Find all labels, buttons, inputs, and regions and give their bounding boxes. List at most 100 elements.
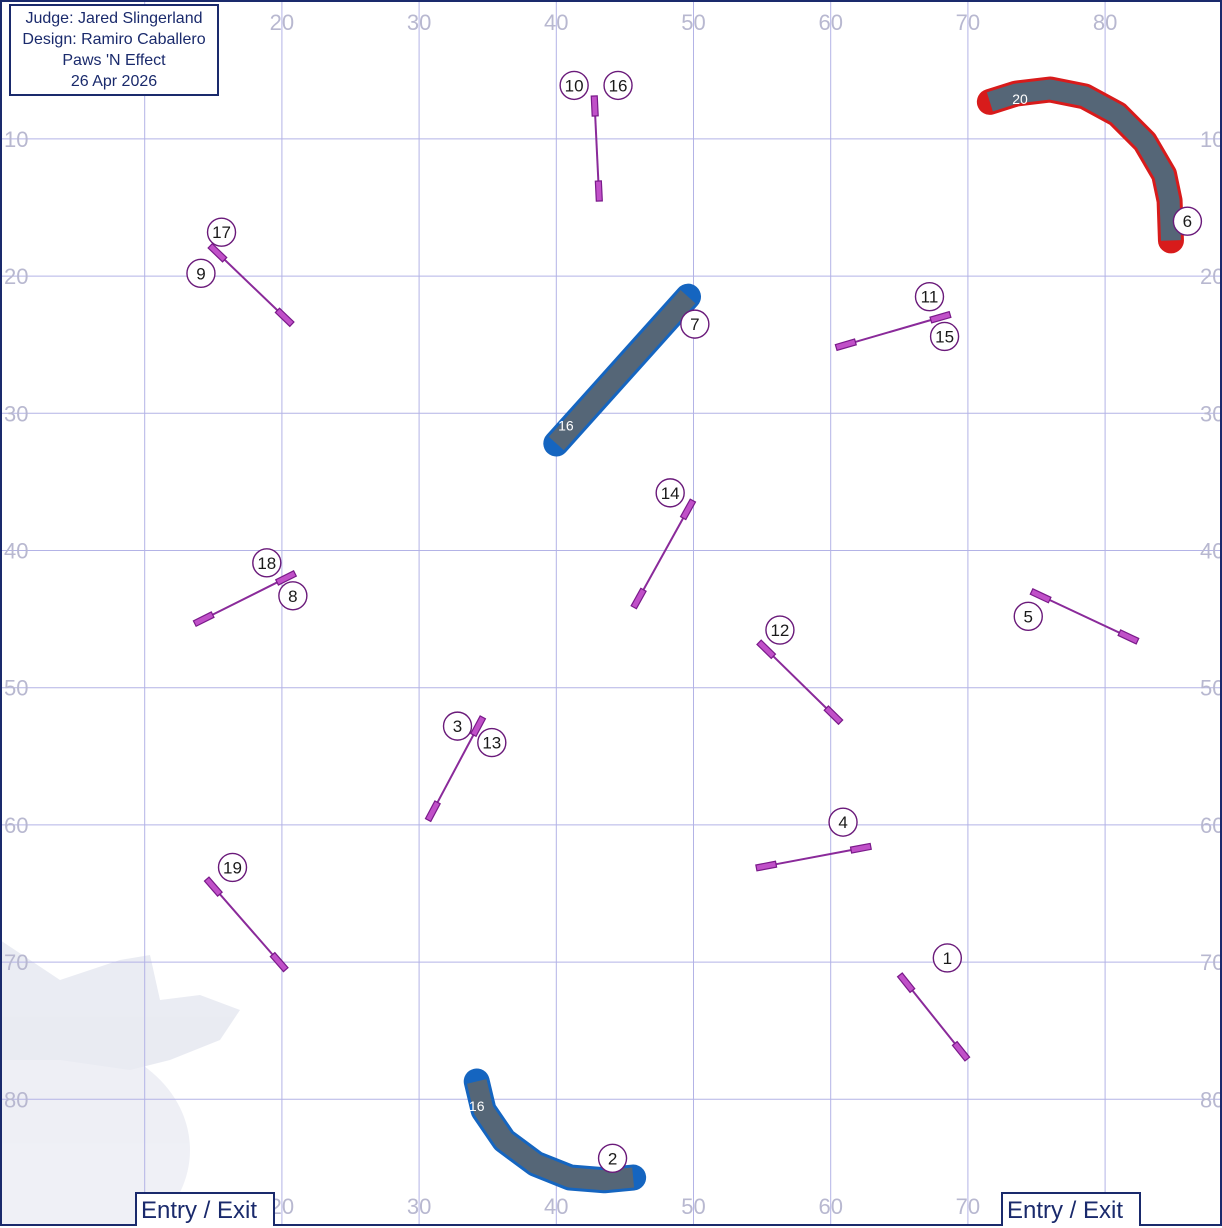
number-circle [929, 321, 960, 352]
jump-wing [203, 876, 223, 897]
tunnel-body [986, 79, 1181, 241]
tunnel-body [548, 290, 696, 451]
jump-wing [594, 180, 603, 202]
number-label: 3 [453, 717, 462, 736]
y-tick-left: 30 [4, 401, 28, 426]
number-circle [655, 478, 685, 508]
jump-j1: 1 [896, 943, 971, 1062]
x-tick-top: 60 [818, 10, 842, 35]
jump-wing [590, 95, 599, 117]
jump-wing [679, 498, 697, 521]
number-circle [914, 281, 945, 312]
number-circle [932, 943, 963, 973]
number-circle [603, 70, 633, 101]
jump-bar [845, 316, 941, 346]
tunnel-outline [976, 76, 1184, 254]
design-line: Design: Ramiro Caballero [22, 31, 206, 48]
jump-wing [951, 1040, 971, 1062]
jump-wing [929, 310, 952, 324]
entry-exit-left: Entry / Exit [135, 1192, 275, 1226]
number-label: 11 [921, 288, 939, 307]
number-circle [477, 727, 507, 758]
jump-j19: 19 [203, 852, 289, 973]
tunnel-body [466, 1079, 635, 1191]
y-tick-right: 40 [1200, 539, 1222, 564]
y-tick-right: 70 [1200, 950, 1222, 975]
number-circle [252, 548, 282, 578]
tunnel-t6: 20 6 [976, 76, 1203, 254]
tunnels-layer: 16 7 16 2 20 6 [463, 76, 1203, 1194]
date-line: 26 Apr 2026 [70, 73, 158, 90]
number-label: 13 [482, 734, 501, 753]
jump-number: 19 [217, 852, 248, 883]
x-tick-top: 70 [956, 10, 980, 35]
jump-number: 16 [603, 70, 633, 101]
number-label: 2 [608, 1149, 617, 1168]
number-label: 8 [288, 587, 297, 606]
tunnel-t2: 16 2 [463, 1068, 647, 1194]
jump-wing [469, 715, 487, 738]
jump-wing [274, 307, 295, 328]
jump-j12: 12 [756, 615, 844, 726]
jump-number: 1 [932, 943, 963, 973]
y-tick-left: 60 [4, 813, 28, 838]
jump-wing [756, 639, 777, 660]
jump-number: 4 [828, 807, 858, 837]
jump-wing [834, 338, 857, 352]
number-label: 1 [943, 949, 952, 968]
number-circle [597, 1143, 628, 1173]
jump-bar [766, 847, 862, 868]
jump-bar [203, 577, 287, 620]
y-tick-left: 20 [4, 264, 28, 289]
x-tick-bottom: 50 [681, 1194, 705, 1219]
jump-wing [755, 860, 778, 872]
jump-number: 11 [914, 281, 945, 312]
jump-number: 14 [655, 478, 685, 508]
x-tick-bottom: 30 [407, 1194, 431, 1219]
number-label: 6 [1183, 212, 1192, 231]
watermark-logo [0, 940, 240, 1226]
y-tick-left: 80 [4, 1087, 28, 1112]
x-tick-top: 40 [544, 10, 568, 35]
x-tick-bottom: 60 [818, 1194, 842, 1219]
jump-number: 9 [186, 258, 216, 289]
number-circle [217, 852, 248, 883]
jump-wing [1029, 588, 1052, 604]
jump-bar [765, 648, 835, 716]
x-tick-bottom: 70 [956, 1194, 980, 1219]
y-tick-left: 10 [4, 127, 28, 152]
number-circle [1172, 206, 1203, 236]
tunnel-length-label: 20 [1012, 91, 1028, 107]
y-tick-left: 40 [4, 539, 28, 564]
y-tick-left: 50 [4, 676, 28, 701]
jump-number: 5 [1013, 601, 1043, 632]
tunnel-length-label: 16 [469, 1098, 485, 1114]
x-tick-top: 30 [407, 10, 431, 35]
number-circle [186, 258, 216, 289]
tunnel-t7: 16 7 [543, 283, 710, 457]
jump-wing [1117, 629, 1140, 645]
number-circle [765, 615, 795, 645]
jump-wing [630, 587, 647, 610]
y-tick-right: 80 [1200, 1087, 1222, 1112]
y-tick-left: 70 [4, 950, 28, 975]
club-line: Paws 'N Effect [62, 52, 166, 69]
jump-wing [269, 951, 289, 973]
jump-bar [1040, 594, 1129, 638]
jump-j14: 14 [630, 478, 697, 610]
x-tick-top: 20 [270, 10, 294, 35]
jump-j9: 17 9 [186, 217, 295, 328]
number-label: 18 [257, 554, 276, 573]
number-label: 16 [609, 76, 628, 95]
jump-wing [823, 705, 844, 726]
jump-j4: 4 [755, 807, 872, 872]
jump-bar [905, 982, 962, 1052]
jump-bar [593, 105, 600, 192]
jump-wing [896, 972, 916, 994]
jump-wing [274, 569, 298, 586]
number-circle [442, 711, 473, 741]
jump-j3: 3 13 [424, 711, 507, 823]
